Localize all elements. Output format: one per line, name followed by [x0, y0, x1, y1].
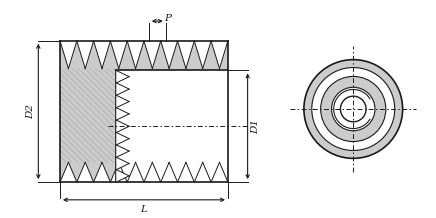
Polygon shape [60, 162, 77, 182]
Polygon shape [144, 162, 161, 182]
Polygon shape [194, 162, 211, 182]
Circle shape [331, 87, 375, 131]
Polygon shape [116, 120, 129, 133]
Polygon shape [177, 162, 194, 182]
Polygon shape [194, 41, 211, 68]
Polygon shape [161, 41, 177, 68]
Polygon shape [77, 162, 94, 182]
Polygon shape [116, 145, 129, 157]
Text: L: L [140, 205, 147, 214]
Polygon shape [77, 41, 94, 68]
Polygon shape [116, 157, 129, 170]
Polygon shape [127, 41, 144, 68]
Text: P: P [164, 14, 171, 23]
Polygon shape [161, 162, 177, 182]
Polygon shape [60, 41, 228, 182]
Polygon shape [116, 108, 129, 120]
Polygon shape [116, 70, 228, 182]
Polygon shape [116, 83, 129, 95]
Polygon shape [110, 162, 127, 182]
Polygon shape [94, 41, 110, 68]
Circle shape [320, 77, 386, 141]
Polygon shape [127, 162, 144, 182]
Polygon shape [177, 41, 194, 68]
Text: D2: D2 [26, 104, 35, 119]
Polygon shape [144, 41, 161, 68]
Polygon shape [116, 70, 129, 83]
Circle shape [341, 96, 366, 122]
Text: D1: D1 [251, 119, 260, 134]
Polygon shape [60, 41, 77, 68]
Polygon shape [116, 133, 129, 145]
Polygon shape [94, 162, 110, 182]
Polygon shape [211, 41, 228, 68]
Polygon shape [116, 95, 129, 108]
Circle shape [312, 68, 395, 150]
Polygon shape [211, 162, 228, 182]
Circle shape [304, 60, 402, 158]
Polygon shape [110, 41, 127, 68]
Polygon shape [116, 170, 129, 182]
